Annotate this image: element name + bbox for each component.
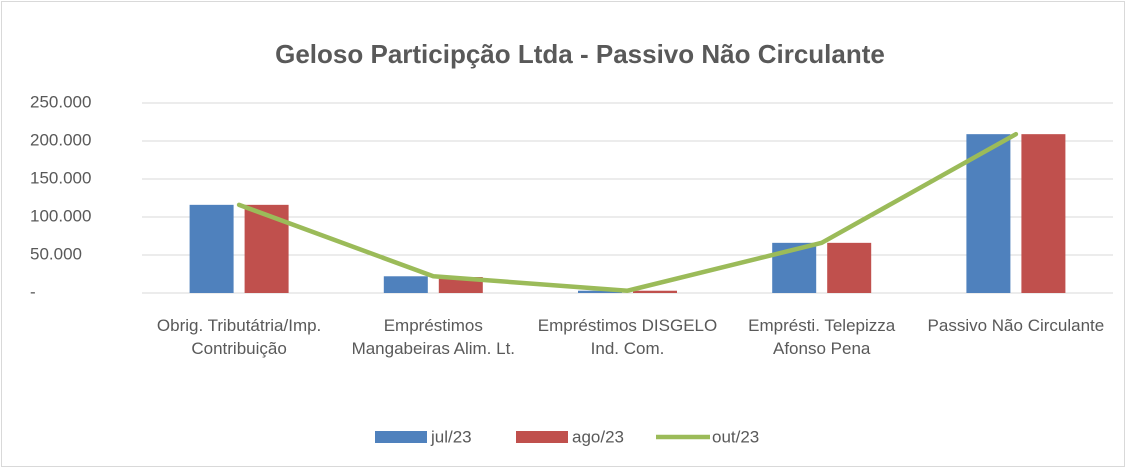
y-tick-label: - <box>30 282 36 301</box>
x-tick-label: Obrig. Tributátria/Imp. Contribuição <box>156 316 322 358</box>
bar <box>383 276 428 293</box>
legend-label: jul/23 <box>430 427 472 446</box>
legend-swatch <box>516 431 568 443</box>
y-tick-label: 200.000 <box>30 130 91 149</box>
legend-label: ago/23 <box>572 427 624 446</box>
bar <box>189 204 234 293</box>
bar <box>244 204 289 293</box>
y-tick-label: 150.000 <box>30 168 91 187</box>
bar <box>633 290 677 293</box>
bar <box>578 290 622 293</box>
bar <box>966 134 1011 293</box>
legend-swatch <box>375 431 427 443</box>
chart-title: Geloso Participção Ltda - Passivo Não Ci… <box>275 39 885 69</box>
line <box>236 131 1019 293</box>
bar <box>1021 134 1066 293</box>
legend-label: out/23 <box>712 427 759 446</box>
x-tick-label: Empréstimos Mangabeiras Alim. Lt. <box>351 316 516 358</box>
y-tick-label: 250.000 <box>30 92 91 111</box>
x-tick-label: Passivo Não Circulante <box>927 316 1105 335</box>
bar <box>827 242 872 293</box>
y-tick-label: 100.000 <box>30 206 91 225</box>
x-tick-label: Emprésti. Telepizza Afonso Pena <box>748 316 896 358</box>
y-tick-label: 50.000 <box>30 244 82 263</box>
x-tick-label: Empréstimos DISGELO Ind. Com. <box>537 316 718 358</box>
